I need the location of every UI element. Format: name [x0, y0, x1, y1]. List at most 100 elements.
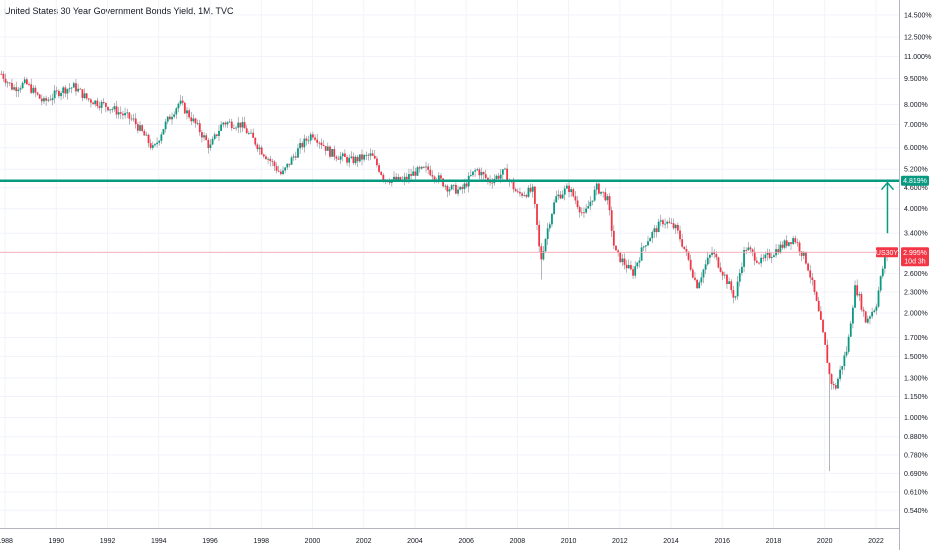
chart-title: United States 30 Year Government Bonds Y…	[4, 6, 234, 16]
candle-body	[851, 307, 854, 324]
candle-body	[282, 170, 284, 175]
candle-body	[506, 168, 509, 181]
candle-body	[706, 257, 709, 265]
candle-body	[75, 83, 77, 92]
candle-body	[154, 144, 156, 146]
candle-body	[226, 122, 229, 125]
candle-body	[141, 125, 144, 132]
candle-body	[331, 149, 334, 157]
candle-body	[828, 363, 831, 375]
candle-body	[781, 244, 784, 248]
level-price-badge	[901, 175, 929, 186]
candle-body	[708, 254, 711, 258]
candle-body	[94, 100, 97, 105]
candle-body	[670, 222, 673, 224]
candle-body	[841, 366, 844, 370]
candle-body	[450, 185, 453, 190]
candle-body	[158, 140, 161, 143]
candle-body	[15, 87, 18, 92]
gridlines	[0, 0, 899, 528]
candle-body	[689, 259, 692, 270]
x-tick-label: 1996	[202, 538, 218, 545]
candle-body	[412, 171, 415, 176]
candle-body	[442, 178, 444, 187]
candle-body	[203, 135, 205, 138]
candle-body	[405, 176, 408, 180]
candle-body	[484, 174, 487, 178]
candle-body	[422, 166, 425, 168]
candle-body	[30, 84, 33, 93]
candle-body	[96, 100, 99, 107]
price-badges: 4.819% US30Y 2.995%10d 3h	[876, 175, 929, 267]
candle-body	[194, 118, 197, 124]
candle-body	[726, 274, 728, 284]
candle-body	[676, 224, 679, 231]
y-tick-label: 1.000%	[904, 415, 928, 422]
candle-body	[849, 323, 852, 337]
candle-body	[589, 201, 592, 207]
candle-body	[749, 247, 752, 250]
candle-body	[809, 270, 812, 278]
candle-body	[773, 255, 775, 257]
candle-body	[51, 98, 54, 101]
time-axis[interactable]: 1988 1990 1992 1994 1996 1998 2000 2002 2004 2006…	[0, 528, 899, 546]
candle-body	[28, 84, 30, 85]
candle-body	[303, 138, 306, 148]
candle-body	[843, 355, 846, 367]
candle-body	[237, 122, 240, 128]
y-tick-label: 4.000%	[904, 206, 928, 213]
candle-body	[307, 140, 310, 142]
candle-body	[548, 224, 551, 229]
candle-body	[98, 106, 101, 108]
candle-body	[188, 110, 191, 118]
candle-body	[538, 224, 541, 247]
x-tick-label: 2010	[561, 538, 577, 545]
candle-body	[151, 145, 154, 148]
candle-body	[109, 109, 112, 111]
candle-body	[354, 156, 357, 164]
candle-body	[344, 153, 346, 157]
candle-body	[90, 99, 92, 103]
candle-body	[625, 264, 628, 269]
candle-body	[79, 88, 82, 90]
candle-body	[881, 268, 884, 277]
y-tick-label: 6.000%	[904, 145, 928, 152]
y-tick-label: 11.000%	[904, 54, 931, 61]
candle-body	[111, 109, 114, 111]
candle-body	[168, 116, 171, 120]
candle-body	[800, 251, 803, 256]
candle-body	[593, 189, 596, 201]
candle-body	[734, 296, 737, 298]
candle-body	[34, 87, 37, 93]
candle-body	[196, 123, 199, 124]
candle-body	[719, 267, 722, 272]
candle-body	[491, 182, 494, 184]
candle-body	[687, 251, 690, 260]
candle-body	[265, 156, 267, 160]
candle-body	[207, 140, 210, 148]
x-tick-label: 2020	[817, 538, 833, 545]
candle-body	[715, 254, 718, 258]
price-axis[interactable]: 14.500% 12.500% 11.000% 9.500% 8.000% 7.000% 6…	[899, 0, 932, 550]
candle-body	[38, 94, 41, 99]
candle-body	[745, 250, 748, 251]
candle-body	[271, 160, 274, 162]
candle-body	[807, 263, 809, 271]
candle-body	[751, 249, 754, 252]
candle-body	[124, 113, 126, 116]
candle-body	[136, 124, 139, 131]
x-tick-label: 1998	[253, 538, 269, 545]
candle-body	[350, 156, 353, 158]
candle-body	[770, 256, 773, 258]
candle-body	[595, 183, 598, 190]
candle-body	[787, 242, 790, 246]
candle-body	[798, 242, 801, 252]
candle-body	[309, 134, 312, 141]
candle-body	[487, 177, 489, 180]
candle-body	[794, 238, 797, 243]
candle-body	[329, 146, 331, 157]
candle-body	[85, 93, 88, 99]
candle-body	[122, 113, 124, 116]
candle-body	[47, 99, 50, 101]
